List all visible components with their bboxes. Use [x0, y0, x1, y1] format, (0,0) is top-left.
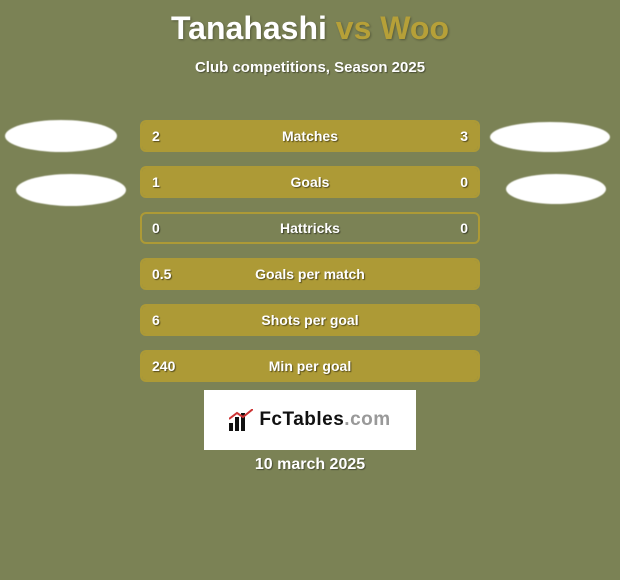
stat-label: Goals per match [142, 260, 478, 288]
page-title: Tanahashi vs Woo [0, 0, 620, 47]
player-b: Woo [380, 10, 449, 46]
player-a: Tanahashi [171, 10, 327, 46]
stat-row: 0.5Goals per match [140, 258, 480, 290]
brand-text: FcTables.com [259, 409, 390, 431]
stat-label: Goals [142, 168, 478, 196]
value-right: 0 [460, 168, 468, 196]
stat-row: 2Matches3 [140, 120, 480, 152]
vs-text: vs [327, 10, 380, 46]
stat-row: 1Goals0 [140, 166, 480, 198]
subtitle: Club competitions, Season 2025 [0, 59, 620, 76]
avatar-left-1 [5, 120, 117, 152]
stat-label: Matches [142, 122, 478, 150]
stat-label: Shots per goal [142, 306, 478, 334]
avatar-right-2 [506, 174, 606, 204]
stat-label: Min per goal [142, 352, 478, 380]
chart-icon [229, 409, 253, 431]
stat-row: 6Shots per goal [140, 304, 480, 336]
stat-row: 0Hattricks0 [140, 212, 480, 244]
brand-a: Fc [259, 409, 282, 430]
value-right: 3 [460, 122, 468, 150]
brand-badge: FcTables.com [204, 390, 416, 450]
stat-rows: 2Matches31Goals00Hattricks00.5Goals per … [140, 120, 480, 396]
stat-label: Hattricks [142, 214, 478, 242]
brand-c: .com [344, 409, 390, 430]
date-text: 10 march 2025 [0, 456, 620, 474]
avatar-right-1 [490, 122, 610, 152]
avatar-left-2 [16, 174, 126, 206]
value-right: 0 [460, 214, 468, 242]
brand-b: Tables [283, 409, 345, 430]
stat-row: 240Min per goal [140, 350, 480, 382]
